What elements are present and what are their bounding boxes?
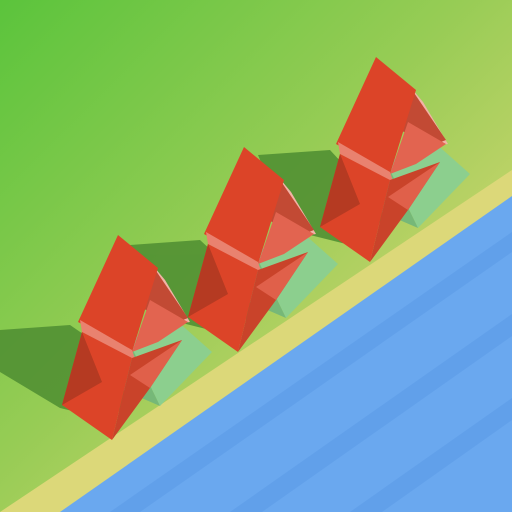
- windmill-sail: [132, 300, 188, 352]
- water-stripe: [230, 314, 512, 512]
- water-area: [60, 196, 512, 512]
- windmill-sail: [130, 340, 182, 388]
- windmill-sail: [320, 154, 360, 227]
- water-stripe: [350, 398, 512, 512]
- windmill-sail: [388, 162, 440, 210]
- windmill-3[interactable]: [320, 57, 470, 262]
- windmill-sail: [258, 212, 314, 264]
- windmill-hub: [206, 232, 262, 274]
- windmill-sail: [336, 57, 416, 174]
- windmill-2[interactable]: [188, 147, 338, 352]
- windmill-sail: [62, 332, 102, 405]
- windmill-sail: [256, 252, 308, 300]
- windmill-hub: [80, 320, 136, 362]
- windmill-sail: [390, 122, 446, 174]
- windmill-sail: [204, 147, 284, 264]
- windmill-sail: [188, 244, 228, 317]
- windmill-1[interactable]: [62, 235, 212, 440]
- water-body: [60, 196, 512, 512]
- water-stripe: [110, 232, 512, 512]
- windmill-hub: [338, 142, 394, 184]
- windmill-sail: [78, 235, 158, 352]
